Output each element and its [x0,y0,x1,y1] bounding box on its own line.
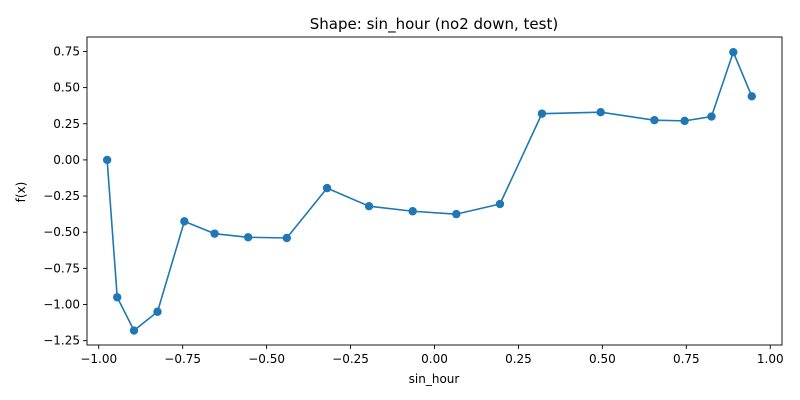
y-tick-label: 0.75 [53,44,80,58]
data-point [364,201,374,211]
data-point [729,47,738,57]
x-tick-label: 0.75 [673,352,700,366]
x-tick-label: 0.50 [589,352,616,366]
plot-area [86,36,783,346]
y-tick-label: −1.25 [43,334,80,348]
data-point [322,183,332,193]
data-point [180,217,189,226]
chart-title: Shape: sin_hour (no2 down, test) [310,15,558,34]
data-point [452,209,461,219]
series-line [106,51,753,332]
y-tick-label: 0.00 [53,153,80,167]
series-layer [102,47,756,335]
x-tick-label: 1.00 [757,352,784,366]
data-point [747,92,756,101]
data-point [129,326,139,335]
y-tick-label: −1.00 [43,298,80,312]
plot-frame [86,36,783,346]
y-tick-label: 0.25 [53,117,80,131]
x-tick-label: −0.75 [164,352,201,366]
data-point [707,112,716,121]
x-tick-label: −0.25 [332,352,369,366]
data-point [282,233,291,243]
y-tick-label: −0.25 [43,189,80,203]
x-tick-label: 0.00 [421,352,448,366]
y-tick-label: −0.75 [43,261,80,275]
x-tick-label: 0.25 [505,352,532,366]
y-tick-label: −0.50 [43,225,80,239]
x-axis: −1.00 −0.75 −0.50 −0.25 0.00 0.25 0.50 0.75 1.00 [80,345,784,366]
x-tick-label: −0.50 [248,352,285,366]
data-point [153,307,162,316]
data-point [243,233,253,242]
y-axis-label: f(x) [14,182,28,203]
data-point [210,229,219,238]
x-axis-label: sin_hour [409,372,460,386]
y-tick-label: 0.50 [53,81,80,95]
data-point [408,207,417,216]
data-point [680,116,689,126]
data-point [495,199,505,209]
data-point [113,293,122,302]
x-tick-label: −1.00 [80,352,117,366]
data-point [537,109,547,118]
y-axis: −1.25 −1.00 −0.75 −0.50 −0.25 0.00 0.25 0.50 0.7… [43,44,87,348]
data-point [102,155,112,165]
data-point [596,107,605,117]
data-point [650,115,659,125]
